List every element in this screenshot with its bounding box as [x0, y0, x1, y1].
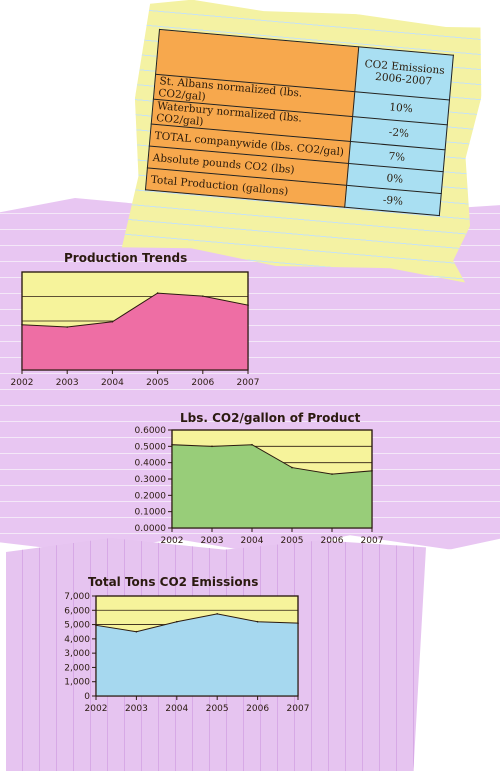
data-point: [202, 295, 204, 297]
data-point: [135, 630, 138, 633]
co2-per-gallon-chart: Lbs. CO2/gallon of Product 2002 2003 2004 20…: [120, 408, 390, 548]
data-point: [251, 443, 253, 446]
x-tick-label: 2004: [165, 704, 188, 714]
x-tick-label: 2004: [241, 536, 264, 546]
x-tick-label: 2002: [85, 704, 108, 714]
y-tick-label: 7,000: [64, 592, 90, 602]
production-trends-chart: Production Trends 2002 2003 2004 2005 2006 200…: [0, 248, 270, 398]
total-tons-co2-chart: Total Tons CO2 Emissions 2002 2003 2004 2005…: [0, 572, 320, 722]
emissions-table: CO2 Emissions 2006-2007 St. Albans norma…: [145, 29, 454, 216]
y-tick-label: 3,000: [64, 649, 90, 659]
plot-border: [21, 271, 249, 371]
chart-title: Production Trends: [64, 251, 187, 265]
x-tick-label: 2006: [191, 378, 214, 388]
data-point: [211, 445, 213, 448]
y-tick-label: 0.0000: [135, 524, 167, 534]
x-tick-label: 2002: [161, 536, 184, 546]
yellow-note-paper: CO2 Emissions 2006-2007 St. Albans norma…: [121, 0, 487, 283]
y-tick-label: 6,000: [64, 606, 90, 616]
data-point: [256, 620, 259, 623]
production-trends-svg: Production Trends 2002 2003 2004 2005 2006 200…: [11, 251, 260, 388]
y-tick-label: 0.1000: [135, 508, 167, 518]
data-point: [216, 613, 218, 615]
y-tick-label: 0.5000: [135, 442, 167, 452]
y-tick-label: 0: [84, 692, 90, 702]
y-tick-label: 0.2000: [135, 491, 167, 501]
y-tick-label: 0.3000: [135, 475, 167, 485]
pink-grid-paper: [6, 538, 426, 771]
plot-border: [95, 595, 299, 697]
x-tick-label: 2005: [281, 536, 304, 546]
chart-title: Lbs. CO2/gallon of Product: [180, 411, 361, 425]
x-tick-label: 2003: [125, 704, 148, 714]
data-point: [111, 320, 114, 323]
x-tick-label: 2002: [11, 378, 34, 388]
co2-per-gallon-svg: Lbs. CO2/gallon of Product 2002 2003 2004 20…: [135, 411, 384, 546]
data-point: [66, 326, 68, 328]
x-tick-label: 2005: [146, 378, 169, 388]
data-point: [291, 466, 293, 469]
x-tick-label: 2004: [101, 378, 124, 388]
x-tick-label: 2007: [287, 704, 310, 714]
y-tick-label: 1,000: [64, 678, 90, 688]
x-tick-label: 2005: [206, 704, 229, 714]
total-tons-co2-svg: Total Tons CO2 Emissions 2002 2003 2004 2005…: [64, 575, 310, 714]
y-tick-label: 0.4000: [135, 459, 167, 469]
chart-title: Total Tons CO2 Emissions: [88, 575, 258, 589]
data-point: [156, 292, 159, 294]
y-tick-label: 5,000: [64, 621, 90, 631]
x-tick-label: 2003: [56, 378, 79, 388]
y-tick-label: 2,000: [64, 663, 90, 673]
x-tick-label: 2006: [246, 704, 269, 714]
x-tick-label: 2006: [321, 536, 344, 546]
data-point: [176, 620, 178, 623]
x-tick-label: 2007: [237, 378, 260, 388]
data-point: [331, 473, 333, 475]
x-tick-label: 2003: [201, 536, 224, 546]
y-tick-label: 0.6000: [135, 426, 167, 436]
y-tick-label: 4,000: [64, 635, 90, 645]
x-tick-label: 2007: [361, 536, 384, 546]
